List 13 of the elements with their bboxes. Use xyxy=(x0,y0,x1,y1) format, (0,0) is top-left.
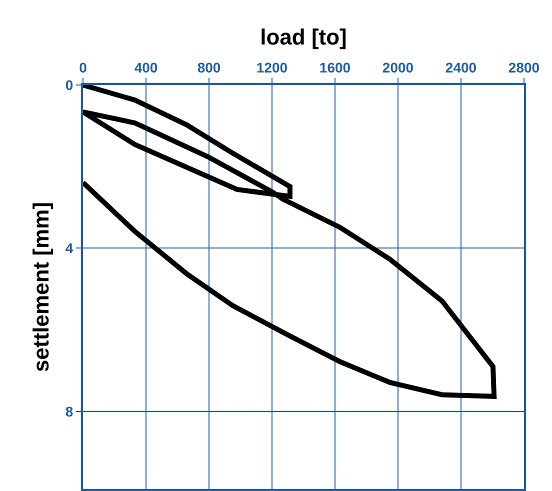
y-tick-label: 8 xyxy=(65,403,74,420)
y-tick-label: 4 xyxy=(65,240,74,256)
y-axis-title: settlement [mm] xyxy=(28,202,54,372)
x-tick-label: 1600 xyxy=(319,59,351,76)
x-tick-label: 2000 xyxy=(382,59,414,76)
x-tick-label: 0 xyxy=(79,59,88,76)
chart-title: load [to] xyxy=(260,24,347,50)
y-tick-label: 0 xyxy=(65,76,74,93)
x-tick-label: 2800 xyxy=(508,59,540,76)
x-tick-label: 2400 xyxy=(445,59,477,76)
x-tick-label: 400 xyxy=(134,59,158,76)
x-tick-label: 800 xyxy=(197,59,221,76)
x-tick-label: 1200 xyxy=(256,59,288,76)
